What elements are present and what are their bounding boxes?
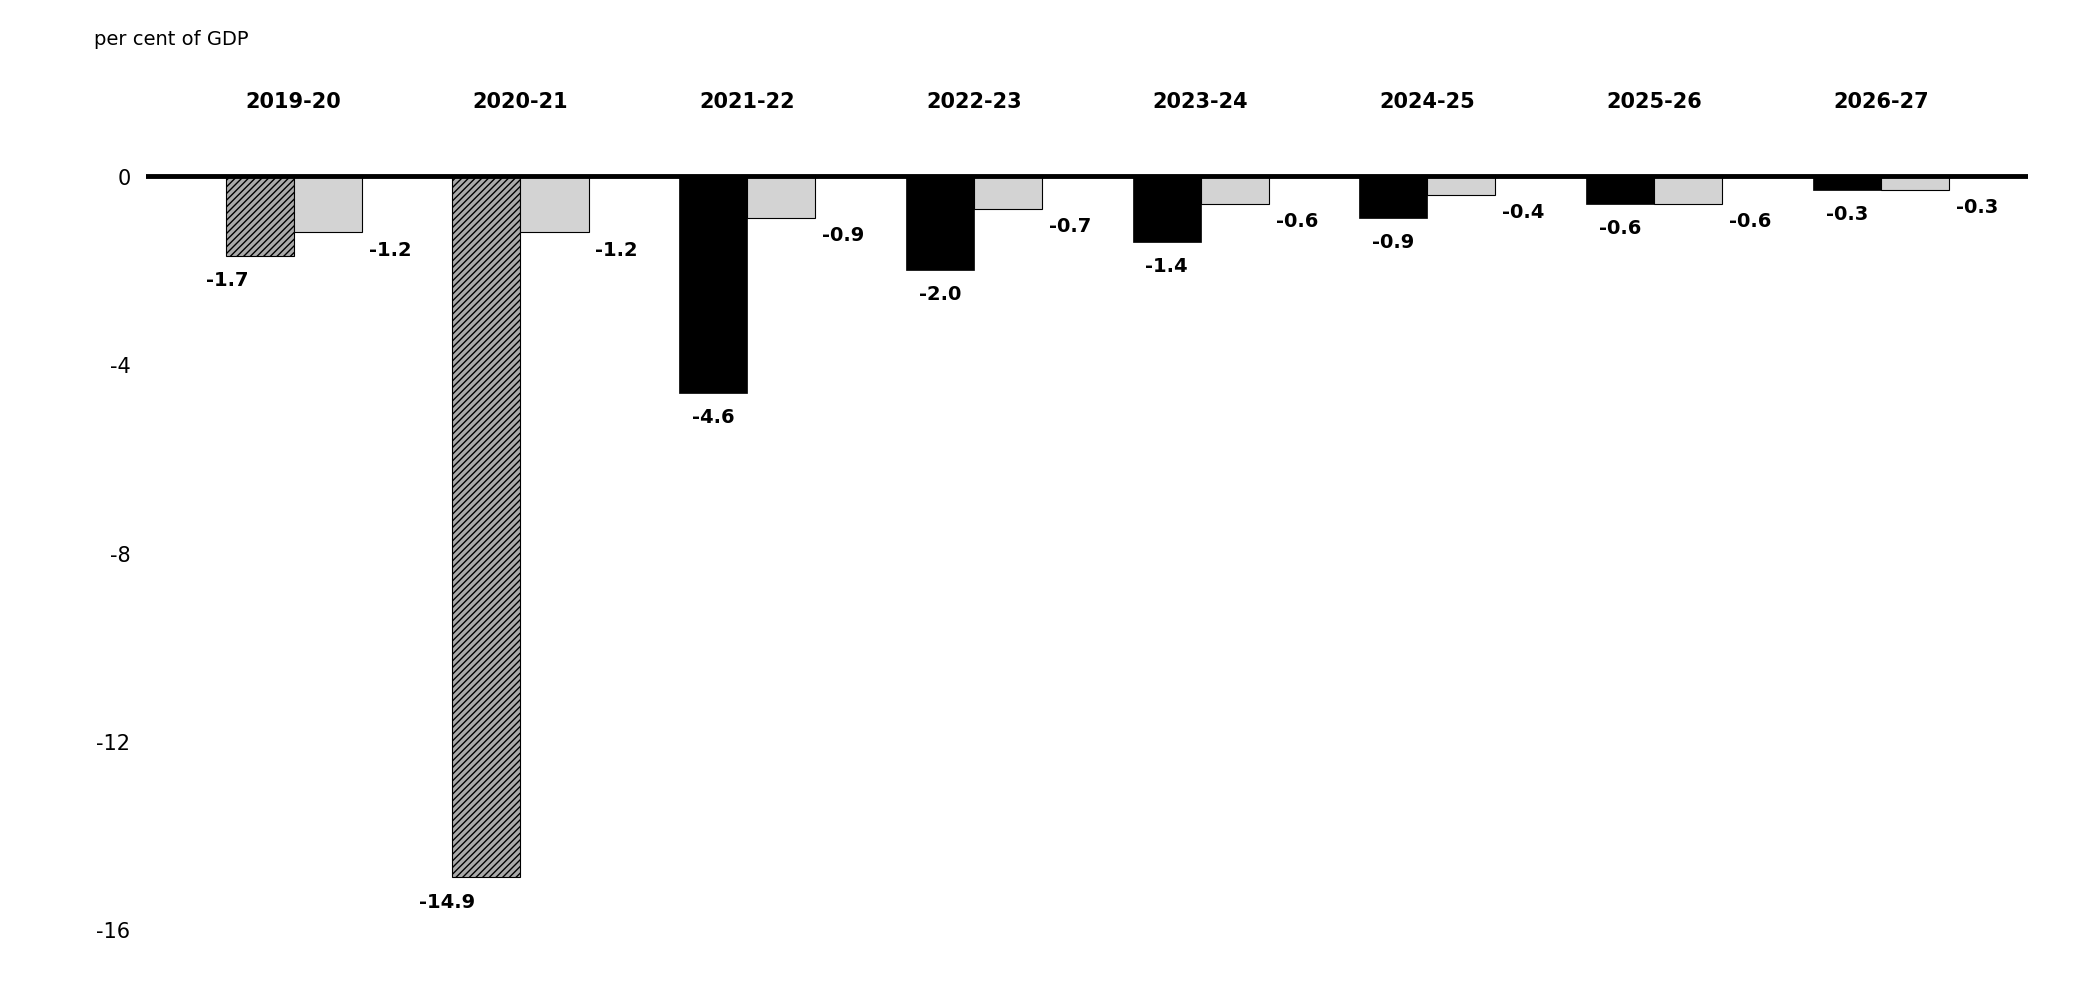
- Bar: [521, 177, 588, 234]
- Text: -0.9: -0.9: [822, 227, 864, 245]
- Text: -0.6: -0.6: [1600, 219, 1641, 238]
- Bar: [293, 177, 362, 234]
- Text: per cent of GDP: per cent of GDP: [94, 30, 249, 49]
- Text: -1.7: -1.7: [205, 271, 249, 290]
- Bar: [1359, 177, 1428, 219]
- Bar: [1587, 177, 1654, 205]
- Text: -0.6: -0.6: [1276, 212, 1317, 231]
- Text: -2.0: -2.0: [918, 285, 962, 304]
- Text: -1.2: -1.2: [368, 241, 412, 260]
- Bar: [226, 177, 293, 257]
- Text: -0.7: -0.7: [1050, 217, 1092, 236]
- Bar: [905, 177, 974, 271]
- Text: -0.9: -0.9: [1372, 234, 1414, 252]
- Text: -14.9: -14.9: [418, 892, 475, 911]
- Bar: [1813, 177, 1882, 191]
- Bar: [1200, 177, 1269, 205]
- Text: -1.2: -1.2: [596, 241, 638, 260]
- Bar: [1428, 177, 1495, 196]
- Text: -0.3: -0.3: [1825, 205, 1867, 224]
- Bar: [1654, 177, 1723, 205]
- Text: -4.6: -4.6: [692, 407, 734, 426]
- Bar: [452, 177, 521, 878]
- Bar: [1133, 177, 1200, 243]
- Text: -0.6: -0.6: [1729, 212, 1771, 231]
- Bar: [680, 177, 746, 393]
- Text: -0.4: -0.4: [1501, 203, 1545, 222]
- Bar: [746, 177, 815, 219]
- Bar: [1882, 177, 1949, 191]
- Text: -1.4: -1.4: [1146, 257, 1188, 276]
- Bar: [974, 177, 1041, 210]
- Text: -0.3: -0.3: [1955, 198, 1999, 217]
